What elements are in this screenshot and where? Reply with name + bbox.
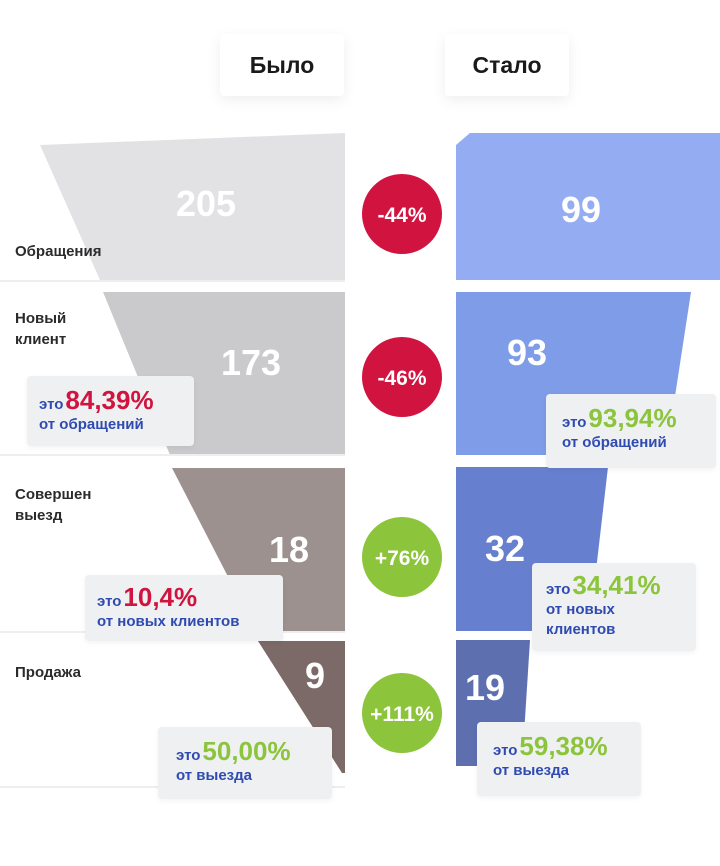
callout-prefix: это <box>176 747 201 764</box>
funnel-value-before: 205 <box>176 183 236 224</box>
funnel-segment-before <box>40 133 345 280</box>
callout-percent: 34,41% <box>572 570 661 600</box>
change-circle <box>362 174 442 254</box>
stage-label-line: Совершен <box>15 486 92 503</box>
callout-percent: 59,38% <box>519 731 608 761</box>
stage-label-line: клиент <box>15 331 67 348</box>
callout-suffix: от выезда <box>493 762 569 779</box>
callout-prefix: это <box>39 396 64 413</box>
conversion-callout-after-2: это34,41% от новых клиентов <box>532 563 696 651</box>
change-label: -46% <box>377 367 426 390</box>
funnel-value-after: 19 <box>465 667 505 708</box>
stage-label-requests: Обращения <box>15 241 125 262</box>
funnel-value-before: 9 <box>305 655 325 696</box>
callout-suffix: от выезда <box>176 767 252 784</box>
stage-label-sale: Продажа <box>15 662 125 683</box>
funnel-segment-after <box>456 133 720 280</box>
conversion-callout-before-2: это10,4% от новых клиентов <box>85 575 283 641</box>
stage-label-line: Обращения <box>15 243 102 260</box>
funnel-segment-before <box>172 468 345 631</box>
header-after: Стало <box>445 34 569 96</box>
callout-percent: 50,00% <box>202 736 291 766</box>
callout-percent: 10,4% <box>123 582 198 612</box>
change-label: -44% <box>377 204 426 227</box>
stage-label-visit: Совершен выезд <box>15 484 125 526</box>
change-circle <box>362 517 442 597</box>
conversion-callout-after-3: это59,38% от выезда <box>477 722 641 796</box>
change-circle <box>362 337 442 417</box>
funnel-value-after: 93 <box>507 332 547 373</box>
funnel-value-before: 18 <box>269 529 309 570</box>
callout-prefix: это <box>97 593 122 610</box>
funnel-value-before: 173 <box>221 342 281 383</box>
stage-label-line: Новый <box>15 310 67 327</box>
callout-percent: 84,39% <box>65 385 154 415</box>
stage-label-line: выезд <box>15 507 63 524</box>
conversion-callout-before-3: это50,00% от выезда <box>158 727 332 799</box>
header-before: Было <box>220 34 344 96</box>
callout-suffix: от новых клиентов <box>97 613 240 630</box>
callout-percent: 93,94% <box>588 403 677 433</box>
row-divider <box>0 280 345 282</box>
callout-prefix: это <box>546 581 571 598</box>
callout-prefix: это <box>493 742 518 759</box>
funnel-value-after: 32 <box>485 528 525 569</box>
conversion-callout-before-1: это84,39% от обращений <box>27 376 194 446</box>
callout-suffix: от обращений <box>39 416 144 433</box>
change-label: +111% <box>370 703 434 726</box>
callout-suffix: от новых клиентов <box>546 601 616 638</box>
stage-label-line: Продажа <box>15 664 81 681</box>
callout-suffix: от обращений <box>562 434 667 451</box>
callout-prefix: это <box>562 414 587 431</box>
funnel-value-after: 99 <box>561 189 601 230</box>
conversion-callout-after-1: это93,94% от обращений <box>546 394 716 468</box>
change-label: +76% <box>375 547 430 570</box>
stage-label-new-client: Новый клиент <box>15 308 125 350</box>
change-circle <box>362 673 442 753</box>
row-divider <box>0 454 345 456</box>
